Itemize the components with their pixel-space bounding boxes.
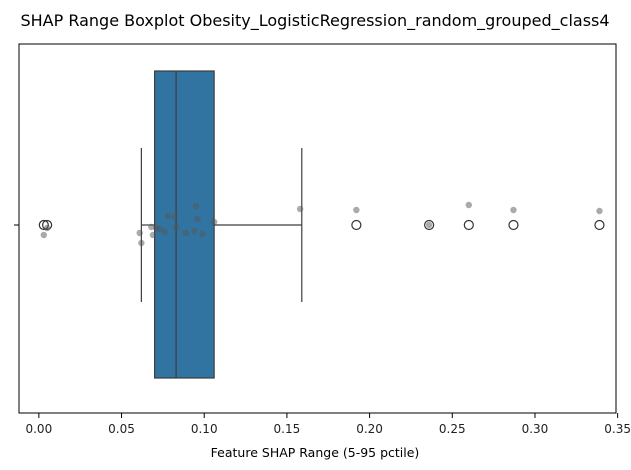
data-point-18 (296, 205, 304, 213)
x-tick-label-4: 0.20 (356, 422, 383, 436)
data-point-2 (136, 229, 143, 237)
outlier-marker-0 (38, 219, 49, 231)
data-point-4 (148, 223, 155, 231)
data-point-22 (510, 206, 517, 214)
data-point-19 (353, 206, 360, 214)
x-tick-label-2: 0.10 (191, 422, 218, 436)
data-point-0 (40, 231, 48, 239)
outlier-marker-4 (463, 219, 474, 231)
data-point-3 (138, 239, 145, 247)
data-point-21 (465, 201, 473, 209)
outlier-marker-6 (594, 219, 605, 231)
data-point-14 (192, 202, 200, 210)
x-tick-label-7: 0.35 (604, 422, 631, 436)
data-point-8 (161, 228, 168, 236)
x-axis-label: Feature SHAP Range (5-95 pctile) (211, 445, 420, 460)
x-tick-label-1: 0.05 (108, 422, 135, 436)
data-point-20 (425, 221, 433, 229)
outlier-marker-5 (508, 219, 519, 231)
data-point-23 (596, 207, 603, 215)
outlier-marker-3 (424, 219, 435, 231)
x-tick-label-3: 0.15 (274, 422, 301, 436)
x-tick-label-5: 0.25 (439, 422, 466, 436)
data-point-12 (182, 229, 190, 237)
x-tick-label-0: 0.00 (25, 422, 52, 436)
data-point-5 (149, 231, 157, 239)
iqr-box (154, 70, 215, 379)
data-point-9 (164, 212, 172, 220)
chart-title: SHAP Range Boxplot Obesity_LogisticRegre… (20, 11, 609, 31)
plot-frame (18, 43, 617, 414)
data-point-11 (172, 223, 180, 231)
data-point-15 (194, 215, 201, 223)
data-point-10 (171, 213, 178, 221)
plot-area: 0.00 0.05 0.10 0.15 0.20 0.25 0.30 0.35 (14, 43, 631, 436)
data-point-7 (156, 225, 163, 233)
x-tick-label-6: 0.30 (522, 422, 549, 436)
outlier-marker-2 (351, 219, 362, 231)
data-point-1 (43, 224, 51, 232)
data-point-13 (191, 227, 198, 235)
data-point-17 (210, 218, 218, 226)
data-point-16 (199, 230, 206, 238)
